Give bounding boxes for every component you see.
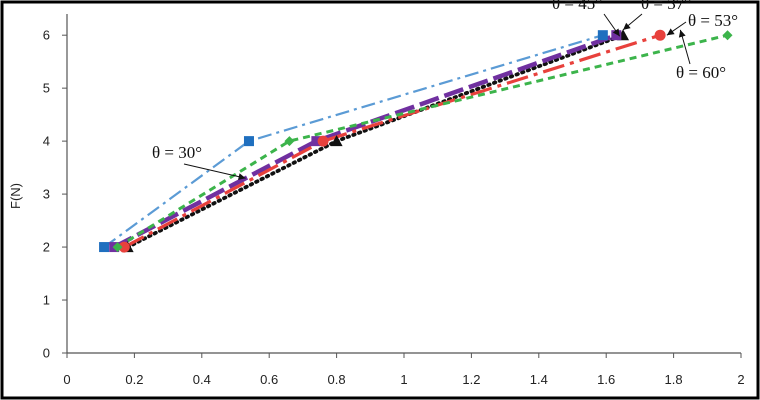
series-marker-4 — [284, 136, 295, 147]
annotation-arrowhead — [612, 28, 620, 37]
x-tick-label: 1.4 — [530, 372, 548, 387]
y-tick-label: 0 — [43, 346, 50, 361]
annotation-arrowhead — [666, 28, 675, 36]
x-tick-label: 2 — [737, 372, 744, 387]
series-marker-4 — [722, 30, 733, 41]
series-line-0 — [103, 34, 604, 248]
x-tick-label: 1.2 — [462, 372, 480, 387]
annotation-arrowhead — [678, 29, 686, 38]
plot-area: 0 0.2 0.4 0.6 0.8 1 1.2 1.4 1.6 1.8 2 0 1 2 3 4 5 6 θ = … — [43, 0, 745, 387]
series-marker-4 — [112, 242, 123, 253]
y-tick-label: 2 — [43, 240, 50, 255]
x-ticks: 0 0.2 0.4 0.6 0.8 1 1.2 1.4 1.6 1.8 2 — [63, 353, 745, 387]
annotation-label: θ = 60° — [676, 63, 726, 82]
y-tick-label: 4 — [43, 134, 50, 149]
y-ticks: 0 1 2 3 4 5 6 — [43, 28, 67, 361]
x-tick-label: 0 — [63, 372, 70, 387]
x-tick-label: 0.6 — [260, 372, 278, 387]
x-tick-label: 0.8 — [328, 372, 346, 387]
x-tick-label: 0.2 — [125, 372, 143, 387]
y-tick-label: 1 — [43, 293, 50, 308]
annotation-label: θ = 37° — [641, 0, 691, 13]
x-tick-label: 0.4 — [193, 372, 211, 387]
x-tick-label: 1.6 — [597, 372, 615, 387]
series-marker-0 — [243, 136, 254, 147]
series-marker-3 — [118, 241, 130, 253]
annotation-label: θ = 45° — [552, 0, 602, 13]
annotation-label: θ = 53° — [688, 11, 738, 30]
series-line-4 — [116, 33, 728, 249]
annotation-pointer — [183, 163, 246, 179]
series-marker-2 — [311, 136, 322, 147]
annotation-arrowhead — [623, 22, 631, 30]
x-tick-label: 1.8 — [665, 372, 683, 387]
series-lines — [103, 33, 728, 250]
annotation-arrowhead — [238, 173, 246, 181]
y-tick-label: 6 — [43, 28, 50, 43]
series-marker-0 — [99, 242, 110, 253]
y-tick-label: 3 — [43, 187, 50, 202]
y-axis-label: F(N) — [8, 183, 23, 209]
series-marker-2 — [611, 30, 622, 41]
y-tick-label: 5 — [43, 81, 50, 96]
annotation-label: θ = 30° — [152, 143, 202, 162]
x-tick-label: 1 — [400, 372, 407, 387]
series-markers — [99, 29, 733, 253]
annotations: θ = 30° θ = 45° θ = 37°θ = 53° θ = 60° — [152, 0, 738, 181]
series-marker-1 — [330, 135, 343, 147]
series-marker-3 — [654, 29, 666, 41]
series-line-3 — [123, 33, 661, 249]
series-marker-3 — [317, 135, 329, 147]
series-line-1 — [125, 33, 625, 250]
series-marker-0 — [597, 30, 608, 41]
